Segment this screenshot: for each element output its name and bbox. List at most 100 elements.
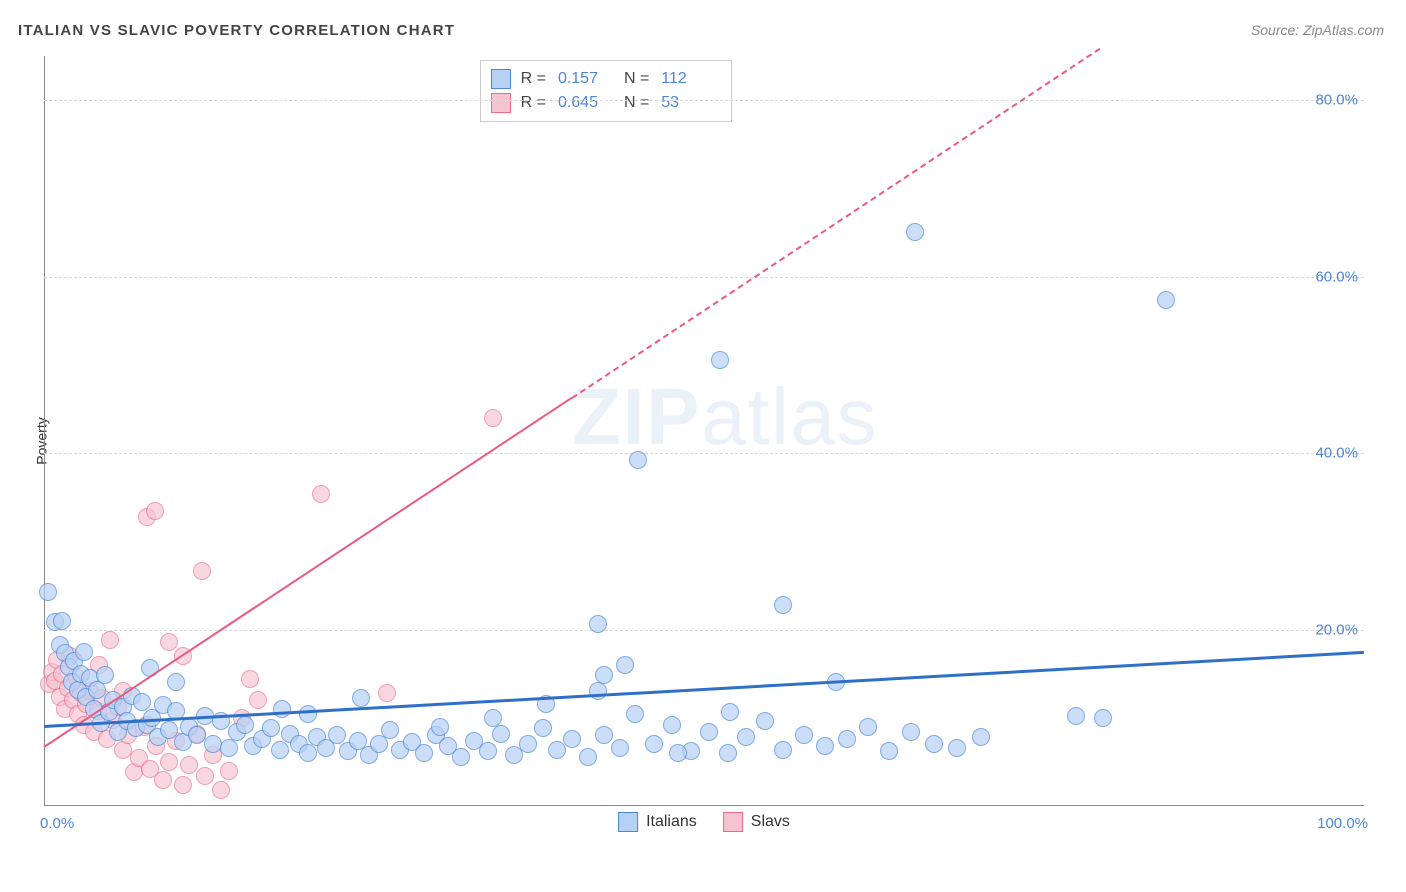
italians-point [756, 712, 774, 730]
category-legend-item: Italians [618, 812, 697, 832]
italians-point [381, 721, 399, 739]
legend-row: R =0.645N =53 [491, 91, 718, 115]
category-legend-item: Slavs [723, 812, 790, 832]
legend-row: R = 0.157 N = 112 [491, 67, 718, 91]
italians-point [273, 700, 291, 718]
y-axis-tick: 40.0% [1315, 445, 1358, 462]
y-axis-tick: 20.0% [1315, 621, 1358, 638]
italians-point [39, 583, 57, 601]
italians-point [721, 703, 739, 721]
italians-point [589, 615, 607, 633]
x-axis-max: 100.0% [1317, 815, 1368, 832]
italians-point [133, 693, 151, 711]
legend-r-label: R = [521, 91, 546, 115]
slavs-point [220, 762, 238, 780]
gridline [44, 277, 1364, 278]
category-legend: Italians Slavs [618, 812, 790, 832]
italians-point [563, 730, 581, 748]
italians-point [616, 656, 634, 674]
italians-point [902, 723, 920, 741]
italians-point [737, 728, 755, 746]
italians-point [669, 744, 687, 762]
italians-point [595, 726, 613, 744]
gridline [44, 100, 1364, 101]
slavs-point [212, 781, 230, 799]
italians-point [816, 737, 834, 755]
correlation-legend: R =0.157N =112R =0.645N =53 [480, 60, 733, 122]
slavs-point [160, 753, 178, 771]
italians-point [167, 673, 185, 691]
legend-swatch [491, 93, 511, 113]
slavs-point [160, 633, 178, 651]
italians-point [299, 705, 317, 723]
y-axis-tick: 80.0% [1315, 92, 1358, 109]
italians-point [262, 719, 280, 737]
italians-point [519, 735, 537, 753]
italians-point [925, 735, 943, 753]
legend-swatch [618, 812, 638, 832]
italians-point [352, 689, 370, 707]
slavs-point [484, 409, 502, 427]
y-axis-label: Poverty [34, 417, 50, 464]
legend-n-value: 112 [661, 67, 717, 91]
italians-trendline [44, 651, 1364, 728]
y-axis-line [44, 56, 45, 806]
slavs-point [241, 670, 259, 688]
scatter-plot: Poverty ZIPatlas R =0.157N =112R =0.645N… [44, 56, 1364, 826]
italians-point [719, 744, 737, 762]
slavs-point [180, 756, 198, 774]
italians-point [972, 728, 990, 746]
legend-r-label: R = [521, 67, 546, 91]
slavs-trendline [43, 397, 572, 748]
italians-point [492, 725, 510, 743]
italians-point [271, 741, 289, 759]
slavs-point [196, 767, 214, 785]
italians-point [663, 716, 681, 734]
slavs-point [312, 485, 330, 503]
legend-r-value: 0.645 [558, 91, 614, 115]
slavs-point [249, 691, 267, 709]
italians-point [236, 716, 254, 734]
y-axis-tick: 60.0% [1315, 268, 1358, 285]
slavs-point [378, 684, 396, 702]
italians-point [299, 744, 317, 762]
italians-point [629, 451, 647, 469]
zipatlas-watermark: ZIPatlas [572, 371, 878, 463]
italians-point [906, 223, 924, 241]
italians-point [700, 723, 718, 741]
italians-point [220, 739, 238, 757]
italians-point [484, 709, 502, 727]
italians-point [859, 718, 877, 736]
italians-point [1094, 709, 1112, 727]
italians-point [1157, 291, 1175, 309]
x-axis-min: 0.0% [40, 815, 74, 832]
slavs-point [146, 502, 164, 520]
italians-point [795, 726, 813, 744]
italians-point [96, 666, 114, 684]
x-axis-line [44, 805, 1364, 806]
italians-point [948, 739, 966, 757]
italians-point [626, 705, 644, 723]
italians-point [774, 741, 792, 759]
legend-n-label: N = [624, 67, 649, 91]
italians-point [452, 748, 470, 766]
italians-point [328, 726, 346, 744]
italians-point [415, 744, 433, 762]
italians-point [711, 351, 729, 369]
legend-swatch [723, 812, 743, 832]
legend-r-value: 0.157 [558, 67, 614, 91]
italians-point [774, 596, 792, 614]
italians-point [53, 612, 71, 630]
italians-point [479, 742, 497, 760]
chart-source: Source: ZipAtlas.com [1251, 22, 1384, 38]
italians-point [611, 739, 629, 757]
italians-point [645, 735, 663, 753]
category-label: Slavs [751, 813, 790, 831]
italians-point [1067, 707, 1085, 725]
italians-point [431, 718, 449, 736]
italians-point [579, 748, 597, 766]
slavs-point [193, 562, 211, 580]
category-label: Italians [646, 813, 697, 831]
chart-title: ITALIAN VS SLAVIC POVERTY CORRELATION CH… [18, 22, 455, 39]
italians-point [589, 682, 607, 700]
